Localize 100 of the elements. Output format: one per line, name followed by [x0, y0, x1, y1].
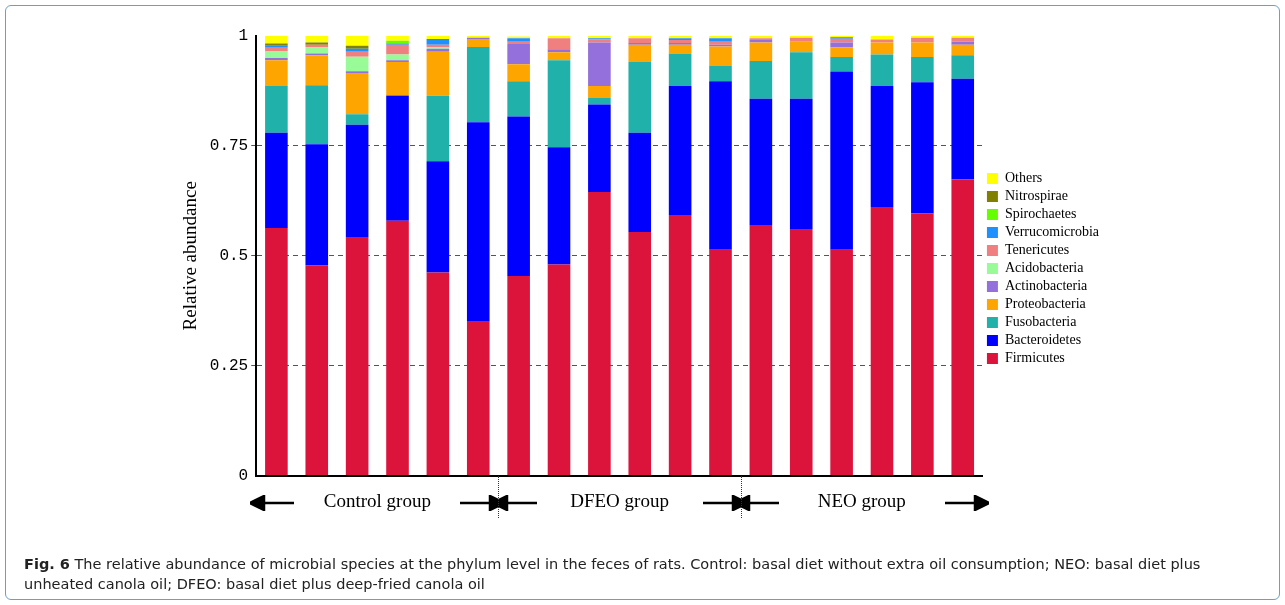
bar	[951, 37, 975, 42]
bar	[668, 214, 692, 476]
text: NEO group	[817, 489, 906, 512]
legend-label: Tenericutes	[1004, 242, 1070, 258]
legend-label: Nitrospirae	[1004, 188, 1068, 204]
bar	[668, 53, 692, 87]
bar	[507, 64, 530, 82]
bar	[386, 44, 409, 55]
bar	[265, 51, 288, 58]
legend-label: Bacteroidetes	[1004, 332, 1082, 348]
bar	[265, 60, 288, 87]
bar	[426, 161, 450, 273]
bar	[668, 39, 692, 44]
bar	[789, 228, 813, 476]
bar	[870, 54, 894, 87]
text: Control group	[323, 489, 431, 512]
bar	[749, 225, 773, 476]
bar	[386, 220, 409, 476]
bar	[547, 38, 571, 50]
bar	[628, 61, 652, 133]
bar	[709, 81, 732, 250]
bar	[426, 51, 450, 96]
bar	[709, 65, 732, 82]
bar	[749, 98, 773, 226]
bar	[870, 207, 894, 476]
y-tick-label: 1	[238, 27, 249, 46]
bar	[386, 95, 409, 221]
bar	[789, 52, 813, 99]
bar	[547, 49, 571, 53]
bar	[911, 213, 934, 476]
bar	[345, 56, 369, 72]
bar	[628, 132, 652, 233]
bar	[749, 42, 773, 62]
text: DFEO group	[570, 489, 669, 512]
bar	[305, 55, 329, 86]
bar	[265, 132, 288, 229]
bar	[951, 78, 975, 180]
bar	[265, 228, 288, 476]
bar	[588, 86, 611, 98]
bar	[547, 52, 571, 61]
bar	[628, 232, 652, 476]
bar	[789, 41, 813, 53]
bar	[466, 122, 490, 322]
bar	[265, 36, 288, 44]
bar	[305, 36, 329, 43]
bar	[830, 47, 853, 58]
legend-label: Firmicutes	[1004, 350, 1065, 366]
bar	[265, 86, 288, 133]
bar	[386, 36, 409, 41]
bar	[709, 249, 732, 476]
bar	[426, 95, 450, 162]
bar	[709, 46, 732, 66]
bar	[951, 179, 975, 476]
bar	[305, 46, 329, 54]
bar	[507, 43, 530, 65]
y-tick-label: 0.5	[219, 247, 249, 266]
bar	[265, 57, 288, 61]
bar	[830, 71, 853, 250]
bar	[345, 124, 369, 238]
bar	[830, 38, 853, 43]
legend-label: Actinobacteria	[1004, 278, 1089, 294]
bar	[345, 72, 369, 115]
y-tick-label: 0.25	[209, 356, 249, 375]
bar	[547, 264, 571, 476]
legend-label: Spirochaetes	[1004, 206, 1077, 222]
bar	[386, 54, 409, 61]
legend-label: Fusobacteria	[1004, 314, 1078, 330]
bar	[951, 44, 975, 56]
bar	[588, 42, 611, 87]
bar	[911, 42, 934, 58]
bar	[345, 51, 369, 57]
bar	[668, 44, 692, 54]
bar	[345, 237, 369, 476]
bar	[466, 39, 490, 47]
bar	[305, 85, 329, 145]
legend-label: Proteobacteria	[1004, 296, 1087, 312]
bar	[466, 46, 490, 123]
bar	[426, 272, 450, 476]
bar	[951, 41, 975, 45]
legend-label: Others	[1004, 170, 1043, 186]
bar	[507, 116, 530, 277]
bar	[345, 114, 369, 125]
bar	[386, 61, 409, 95]
bar	[789, 98, 813, 229]
bar	[911, 82, 934, 214]
bar	[749, 61, 773, 99]
bar	[588, 97, 611, 105]
bar	[870, 42, 894, 55]
bar	[911, 57, 934, 83]
bar	[951, 55, 975, 79]
bar	[668, 86, 692, 215]
bar	[305, 265, 329, 476]
legend-label: Verrucomicrobia	[1004, 224, 1100, 240]
bar	[628, 38, 652, 44]
bar	[911, 37, 934, 43]
bar	[507, 81, 530, 117]
bar	[628, 44, 652, 62]
bar	[547, 147, 571, 265]
bar	[588, 104, 611, 193]
y-tick-label: 0	[238, 466, 249, 485]
